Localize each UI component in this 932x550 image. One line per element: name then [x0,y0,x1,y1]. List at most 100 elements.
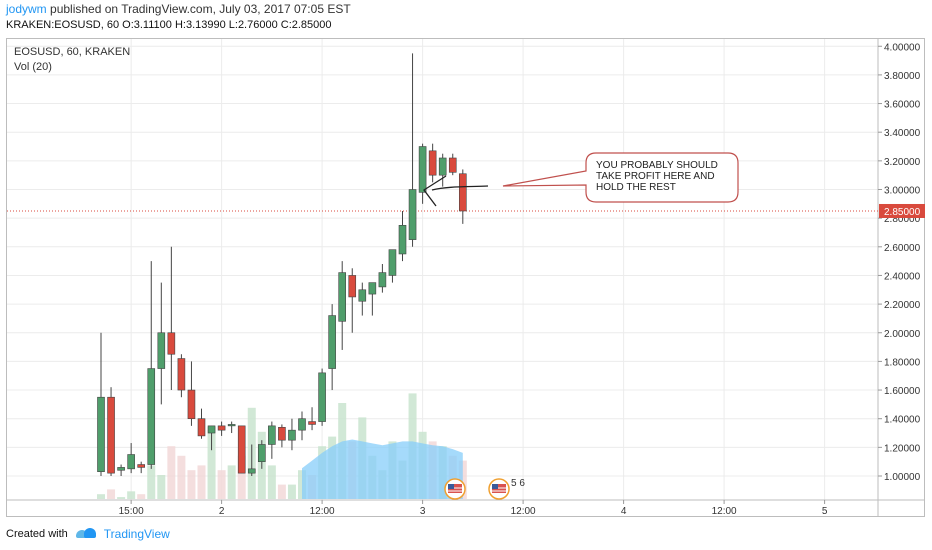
candle [308,407,316,431]
time-tick-label: 5 [822,506,828,517]
candle-body [388,249,397,276]
candle [127,443,135,474]
candle [207,425,216,451]
volume-bar [237,455,246,499]
candle-body [358,289,367,302]
price-tick-label: 1.00000 [884,472,921,483]
price-tick-label: 2.40000 [884,271,921,282]
callout-text: YOU PROBABLY SHOULD TAKE PROFIT HERE AND… [596,160,718,193]
candle-series [97,53,467,476]
time-tick-label: 12:00 [310,506,335,517]
volume-bar [157,475,166,499]
price-tick-label: 4.00000 [884,42,921,53]
candle-body [318,372,326,422]
symbol-legend: EOSUSD, 60, KRAKEN [14,46,131,58]
volume-bar [177,455,186,499]
volume-bar [117,497,126,499]
candle [268,421,276,459]
publish-header: jodywm published on TradingView.com, Jul… [6,2,351,17]
volume-bar [167,446,176,499]
candle [448,153,457,176]
event-flag-icon[interactable] [488,478,510,500]
candle-body [338,272,347,322]
tradingview-logo-icon [75,528,96,540]
candle-body [288,429,296,441]
candle-body [137,464,145,468]
candle-body [207,425,216,434]
candle-body [348,275,357,298]
time-tick-label: 2 [219,506,225,517]
volume-bar [267,465,276,499]
grid [7,39,878,500]
candle [418,143,427,204]
candle-body [127,454,135,470]
candle-body [107,396,115,474]
time-tick-label: 3 [420,506,426,517]
volume-bar [197,465,206,499]
candle [328,304,336,391]
candle [227,421,236,434]
price-tick-label: 3.40000 [884,128,921,139]
price-tick-label: 1.40000 [884,415,921,426]
price-tick-label: 2.00000 [884,329,921,340]
candle-body [458,173,467,212]
candle [348,268,357,333]
last-price-badge [879,203,925,218]
price-tick-label: 3.80000 [884,71,921,82]
time-tick-label: 12:00 [712,506,737,517]
candle-body [247,468,256,474]
candle-body [187,389,196,419]
candle-body [217,425,226,431]
candle-body [147,368,156,465]
candle-body [177,358,186,391]
candle [97,332,105,476]
time-tick-label: 15:00 [119,506,144,517]
candle [338,261,347,350]
candle-body [308,421,316,425]
candle [288,418,296,451]
candle-body [398,225,407,255]
price-tick-label: 3.00000 [884,186,921,197]
volume-legend: Vol (20) [14,61,52,73]
candle [117,464,125,476]
candle [438,153,447,187]
candle-body [278,426,286,441]
candle [187,361,196,426]
candle [157,282,166,405]
volume-bar [97,494,105,499]
published-text: published on TradingView.com, July 03, 2… [46,2,351,16]
volume-bar [127,491,136,499]
price-tick-label: 1.60000 [884,386,921,397]
candle-body [157,332,166,369]
candle-body [197,418,206,437]
candle [257,440,266,469]
candle-body [368,282,377,295]
candle-body [268,425,276,445]
event-flag-icon[interactable] [444,478,466,500]
candle [147,261,156,469]
candle [247,444,256,476]
time-tick-label: 12:00 [511,506,536,517]
candle [388,249,397,283]
chart-frame [6,38,925,517]
price-tick-label: 2.80000 [884,214,921,225]
candle-body [117,467,125,471]
price-tick-label: 1.80000 [884,357,921,368]
price-tick-label: 3.60000 [884,100,921,111]
tradingview-brand[interactable]: TradingView [103,527,170,541]
candle [278,424,286,448]
candle-body [448,157,457,173]
candle-body [97,396,105,473]
hand-arrow-shaft [431,185,489,191]
candle [378,263,387,293]
volume-bar [137,494,146,499]
volume-bar [147,465,156,499]
author-link[interactable]: jodywm [6,2,47,16]
candle-body [328,315,336,369]
candle [197,408,206,439]
candle-body [257,444,266,462]
candle-body [227,424,236,427]
time-axis: 15:00 2 12:00 3 12:00 4 12:00 5 [119,500,828,517]
volume-bar [207,427,216,499]
